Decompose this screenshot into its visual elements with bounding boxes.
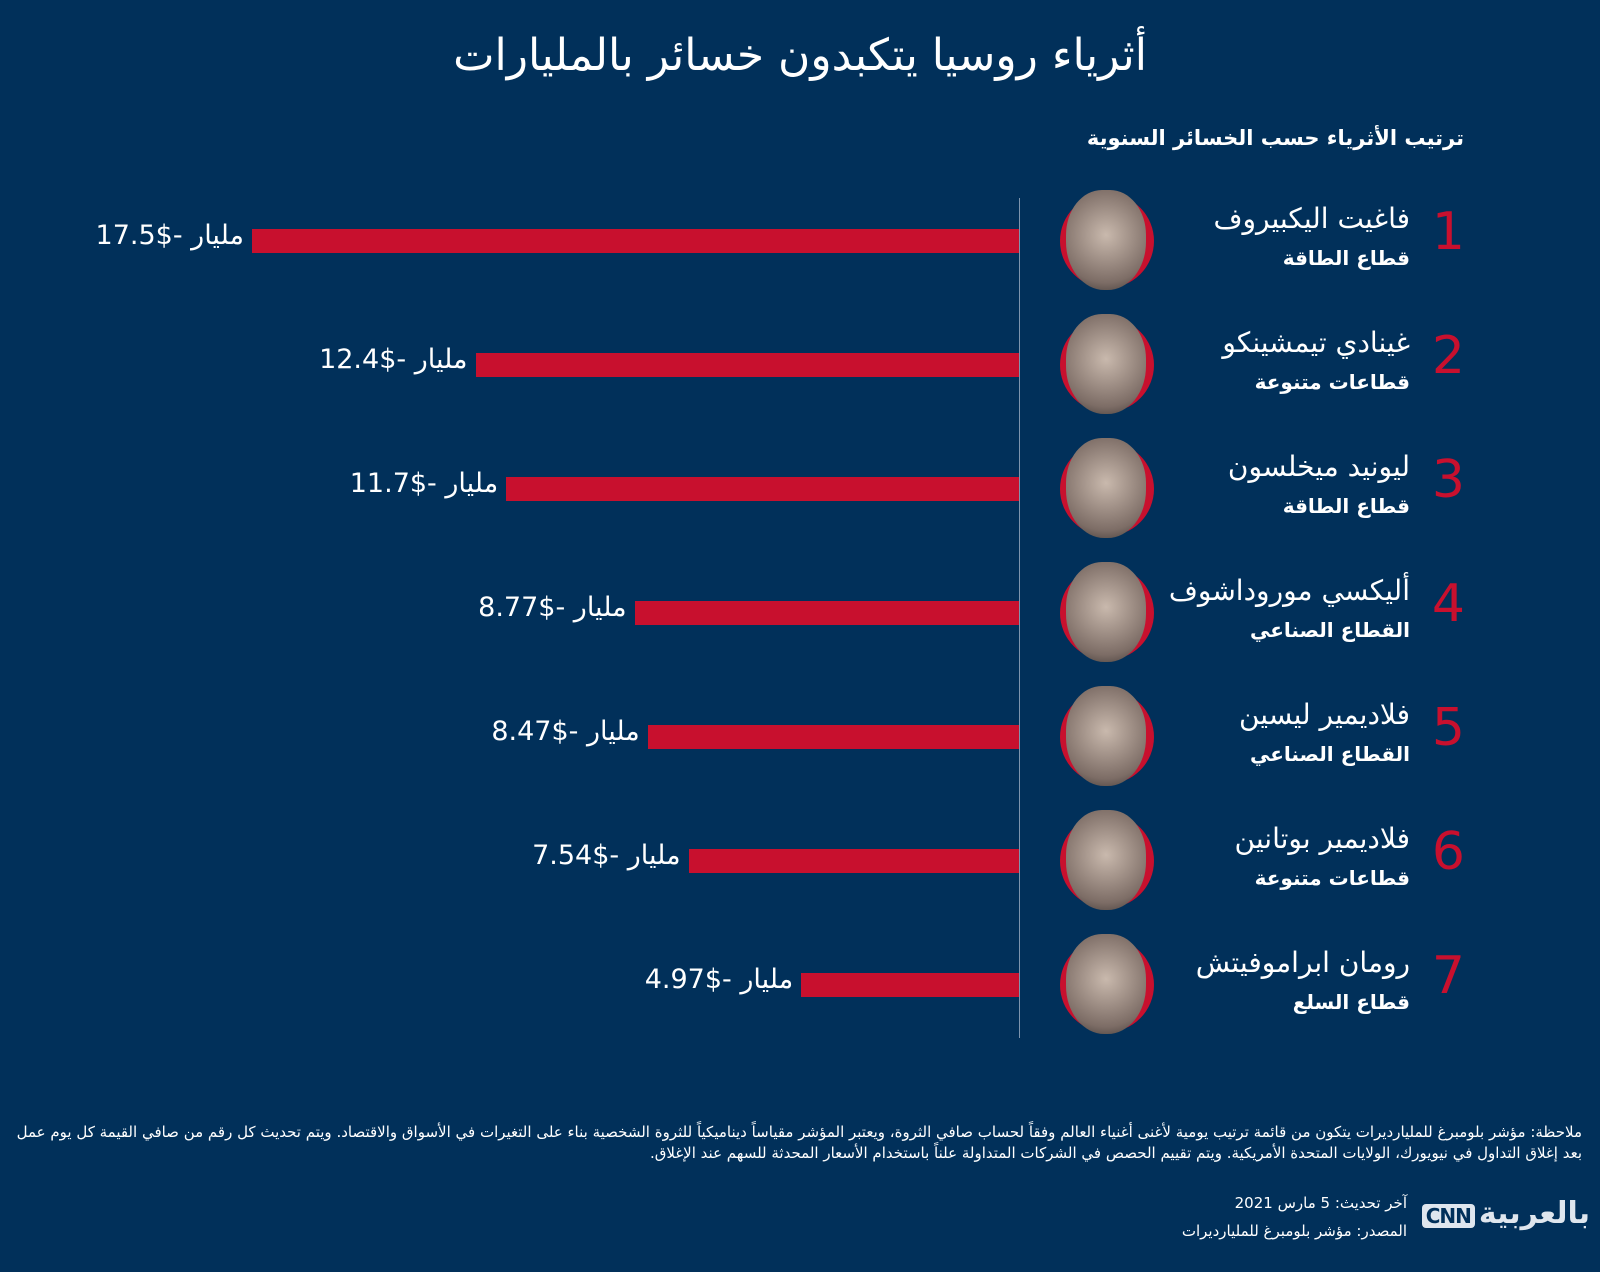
bar	[634, 601, 1019, 625]
rank-number: 7	[1431, 946, 1465, 1006]
source: المصدر: مؤشر بلومبرغ للمليارديرات	[1181, 1222, 1407, 1240]
unit-label: مليار	[586, 716, 640, 747]
chart-subtitle: ترتيب الأثرياء حسب الخسائر السنوية	[1086, 126, 1464, 150]
person-sector: قطاعات متنوعة	[1254, 370, 1410, 394]
person-sector: قطاع الطاقة	[1282, 494, 1410, 518]
person-icon	[1066, 686, 1146, 786]
chart-row: مليار -$17.5 فاغيت اليكبيروف قطاع الطاقة…	[0, 180, 1600, 301]
person-name: غينادي تيمشينكو	[1222, 326, 1410, 359]
unit-label: مليار	[573, 592, 627, 623]
value-text: -$7.54	[532, 840, 620, 871]
person-icon	[1066, 810, 1146, 910]
bar	[801, 973, 1019, 997]
alarabiya-cnn-logo: بالعربيةCNN	[1415, 1196, 1591, 1246]
portrait-photo	[1060, 314, 1154, 414]
portrait-photo	[1060, 686, 1154, 786]
person-icon	[1066, 562, 1146, 662]
value-label: مليار -$12.4	[319, 344, 467, 375]
value-label: مليار -$7.54	[532, 840, 680, 871]
portrait-photo	[1060, 810, 1154, 910]
person-icon	[1066, 438, 1146, 538]
value-label: مليار -$8.77	[478, 592, 626, 623]
bar	[475, 353, 1019, 377]
portrait-photo	[1060, 438, 1154, 538]
person-name: فاغيت اليكبيروف	[1213, 202, 1410, 235]
value-label: مليار -$11.7	[350, 468, 498, 499]
rank-number: 3	[1431, 450, 1465, 510]
value-text: -$12.4	[319, 344, 407, 375]
chart-row: مليار -$11.7 ليونيد ميخلسون قطاع الطاقة …	[0, 428, 1600, 549]
chart-row: مليار -$8.77 أليكسي موروداشوف القطاع الص…	[0, 552, 1600, 673]
unit-label: مليار	[191, 220, 244, 251]
person-name: أليكسي موروداشوف	[1168, 574, 1410, 607]
value-text: -$4.97	[644, 964, 732, 995]
value-text: -$11.7	[349, 468, 437, 499]
person-icon	[1066, 190, 1146, 290]
value-text: -$8.47	[491, 716, 579, 747]
unit-label: مليار	[445, 468, 499, 499]
chart-row: مليار -$8.47 فلاديمير ليسين القطاع الصنا…	[0, 676, 1600, 797]
rank-number: 5	[1431, 698, 1465, 758]
chart-title: أثرياء روسيا يتكبدون خسائر بالمليارات	[453, 30, 1147, 81]
person-sector: قطاع السلع	[1292, 990, 1410, 1014]
unit-label: مليار	[414, 344, 468, 375]
person-sector: قطاع الطاقة	[1282, 246, 1410, 270]
last-updated: آخر تحديث: 5 مارس 2021	[1234, 1194, 1407, 1212]
person-sector: قطاعات متنوعة	[1254, 866, 1410, 890]
value-label: مليار -$8.47	[491, 716, 639, 747]
footnote: ملاحظة: مؤشر بلومبرغ للمليارديرات يتكون …	[16, 1123, 1582, 1162]
portrait-photo	[1060, 562, 1154, 662]
person-sector: القطاع الصناعي	[1249, 618, 1410, 642]
portrait-photo	[1060, 934, 1154, 1034]
value-text: -$17.5	[95, 220, 183, 251]
logo-text: بالعربية	[1478, 1196, 1591, 1231]
bar	[252, 229, 1019, 253]
person-icon	[1066, 934, 1146, 1034]
rank-number: 2	[1431, 326, 1465, 386]
person-name: ليونيد ميخلسون	[1227, 450, 1410, 483]
chart-row: مليار -$12.4 غينادي تيمشينكو قطاعات متنو…	[0, 304, 1600, 425]
bar	[688, 849, 1019, 873]
person-name: فلاديمير ليسين	[1238, 698, 1410, 731]
unit-label: مليار	[627, 840, 681, 871]
chart-row: مليار -$4.97 رومان ابراموفيتش قطاع السلع…	[0, 924, 1600, 1045]
value-text: -$8.77	[478, 592, 566, 623]
value-label: مليار -$4.97	[645, 964, 793, 995]
zero-axis-line	[1019, 198, 1020, 1038]
logo-cnn: CNN	[1421, 1204, 1475, 1228]
rank-number: 4	[1431, 574, 1465, 634]
bar	[506, 477, 1019, 501]
rank-number: 6	[1431, 822, 1465, 882]
person-icon	[1066, 314, 1146, 414]
chart-row: مليار -$7.54 فلاديمير بوتانين قطاعات متن…	[0, 800, 1600, 921]
person-name: رومان ابراموفيتش	[1195, 946, 1410, 979]
value-label: مليار -$17.5	[96, 220, 244, 251]
person-sector: القطاع الصناعي	[1249, 742, 1410, 766]
bar	[647, 725, 1019, 749]
person-name: فلاديمير بوتانين	[1234, 822, 1410, 855]
rank-number: 1	[1431, 202, 1465, 262]
portrait-photo	[1060, 190, 1154, 290]
unit-label: مليار	[740, 964, 794, 995]
